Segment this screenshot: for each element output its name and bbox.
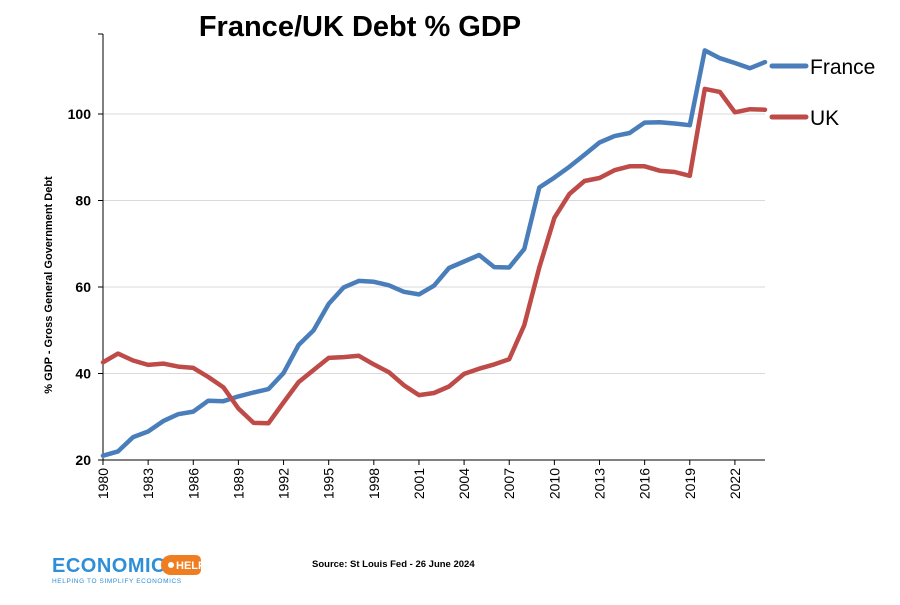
y-tick-label: 20 (75, 452, 91, 468)
source-note: Source: St Louis Fed - 26 June 2024 (312, 559, 475, 570)
y-tick-labels: 20 40 60 80 100 (68, 33, 103, 468)
series-lines (100, 48, 768, 458)
x-tick-label: 1995 (321, 468, 337, 499)
y-tick-label: 60 (75, 279, 91, 295)
x-tick-labels: 1980 1983 1986 1989 1992 1995 1998 2001 2004 2007… (95, 460, 743, 499)
legend-label-france: France (810, 56, 875, 79)
legend-label-uk: UK (810, 107, 839, 130)
x-tick-label: 2013 (592, 468, 608, 499)
x-tick-label: 1986 (185, 468, 201, 499)
series-line-uk (100, 86, 768, 426)
gridlines (103, 113, 765, 374)
x-tick-label: 1992 (276, 468, 292, 499)
x-tick-label: 1989 (230, 468, 246, 499)
y-axis-label: % GDP - Gross General Government Debt (43, 176, 55, 394)
x-tick-label: 1980 (95, 468, 111, 499)
logo-wordmark: ECONOMICS (52, 555, 180, 577)
x-tick-label: 2010 (546, 468, 562, 499)
series-line-france (100, 48, 768, 458)
y-tick-label: 40 (75, 366, 91, 382)
economics-help-logo: ECONOMICS HELP HELPING TO SIMPLIFY ECONO… (52, 555, 205, 585)
x-tick-label: 1983 (140, 468, 156, 499)
logo-tagline: HELPING TO SIMPLIFY ECONOMICS (52, 578, 182, 585)
x-tick-label: 2001 (411, 468, 427, 499)
x-tick-label: 2004 (456, 468, 472, 499)
x-tick-label: 2007 (501, 468, 517, 499)
x-tick-label: 1998 (366, 468, 382, 499)
y-tick-label: 100 (68, 106, 92, 122)
logo-badge-dot (168, 562, 174, 568)
x-tick-label: 2019 (682, 468, 698, 499)
y-tick-label: 80 (75, 193, 91, 209)
x-tick-label: 2016 (637, 468, 653, 499)
chart-title: France/UK Debt % GDP (199, 11, 521, 43)
legend: France UK (769, 56, 875, 130)
logo-badge-text: HELP (176, 560, 205, 572)
x-tick-label: 2022 (727, 468, 743, 499)
